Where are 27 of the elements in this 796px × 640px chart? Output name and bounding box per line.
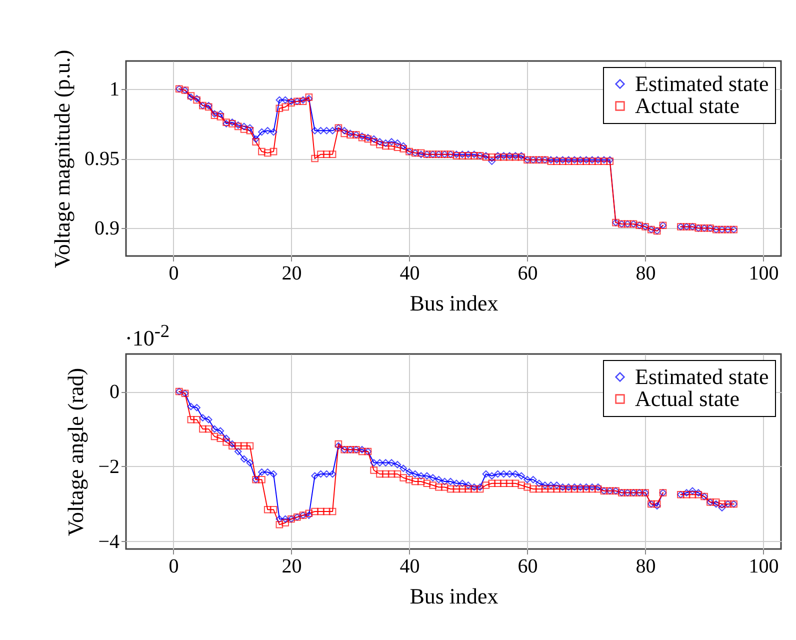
y-tick-label: 0.95 — [84, 148, 120, 170]
x-tick-label: 40 — [400, 262, 420, 284]
y-tick-label: 0 — [110, 381, 120, 403]
y-axis-title: Voltage angle (rad) — [63, 368, 88, 536]
text: ·10$^{-2}$ — [125, 321, 170, 352]
y-tick-label: −2 — [98, 456, 120, 478]
x-tick-label: 80 — [636, 262, 656, 284]
x-axis-title: Bus index — [410, 584, 498, 608]
x-tick-label: 0 — [168, 556, 179, 578]
x-tick-label: 40 — [400, 556, 420, 578]
y-axis-title: Voltage magnitude (p.u.) — [50, 50, 74, 268]
legend-label: Actual state — [635, 386, 740, 411]
x-tick-label: 0 — [168, 262, 179, 284]
x-tick-label: 20 — [282, 262, 302, 284]
legend-label: Estimated state — [635, 364, 769, 389]
x-axis-title: Bus index — [410, 290, 498, 316]
x-tick-label: 60 — [518, 262, 538, 284]
x-tick-label: 80 — [636, 556, 656, 578]
x-tick-label: 100 — [748, 262, 779, 284]
y-tick-label: −4 — [98, 531, 120, 553]
x-tick-label: 20 — [282, 556, 302, 578]
y-tick-label: 0.9 — [94, 218, 120, 240]
x-tick-label: 100 — [748, 556, 779, 578]
legend-label: Estimated state — [635, 71, 769, 96]
x-tick-label: 60 — [518, 556, 538, 578]
legend-label: Actual state — [635, 93, 740, 118]
y-tick-label: 1 — [110, 78, 120, 100]
